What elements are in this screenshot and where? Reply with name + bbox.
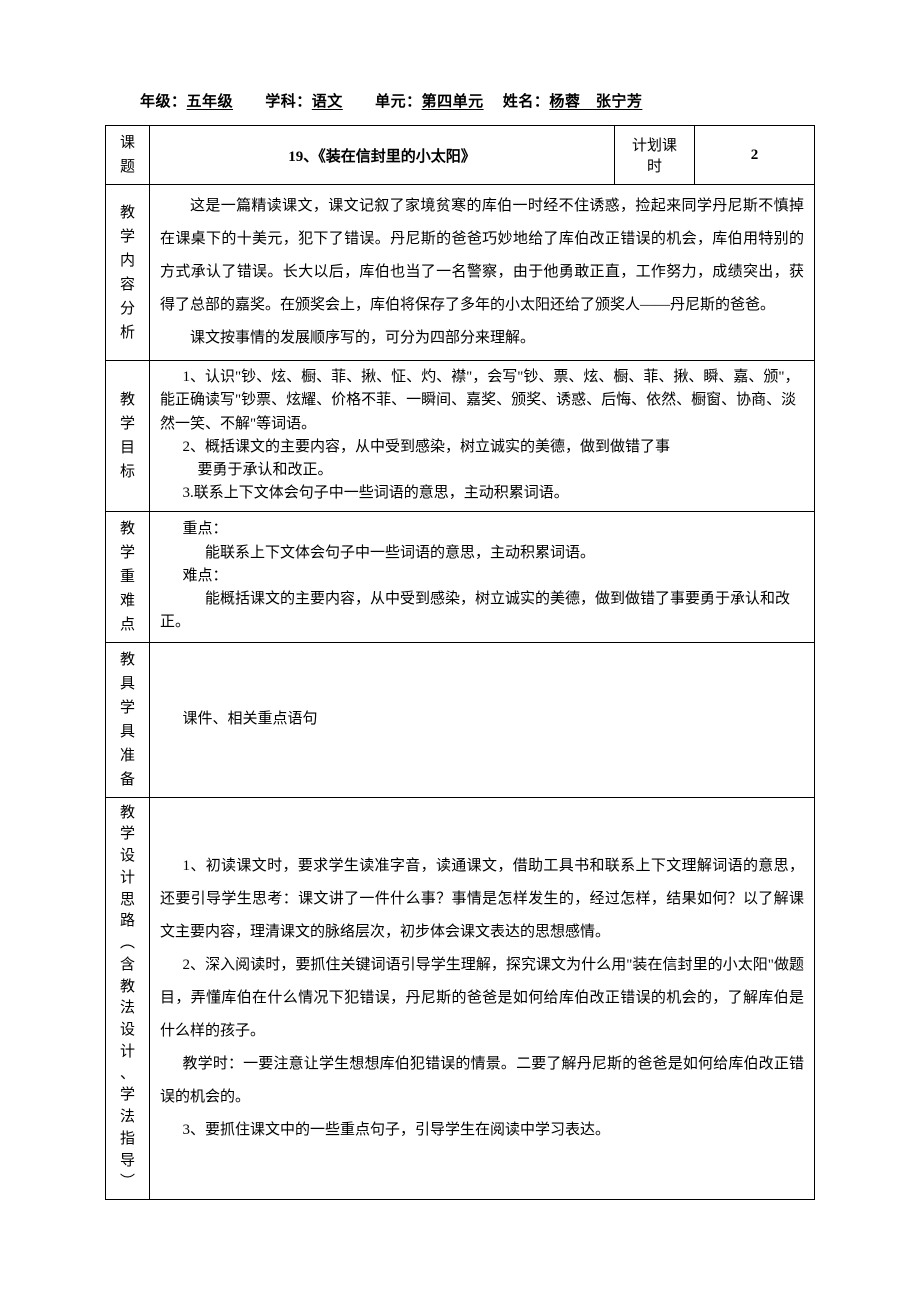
design-content: 1、初读课文时，要求学生读准字音，读通课文，借助工具书和联系上下文理解词语的意思… <box>150 797 815 1200</box>
table-row: 教 学 内 容 分 析 这是一篇精读课文，课文记叙了家境贫寒的库伯一时经不住诱惑… <box>106 185 815 361</box>
table-row: 教 学 重 难 点 重点： 能联系上下文体会句子中一些词语的意思，主动积累词语。… <box>106 511 815 642</box>
document-header: 年级：五年级 学科：语文 单元：第四单元 姓名：杨蓉 张宁芳 <box>105 90 815 111</box>
materials-label: 教具 学具 准备 <box>106 642 150 797</box>
design-label: 教 学 设 计 思 路 ︵ 含 教 法 设 计 、 学 法 指 导 ︶ <box>106 797 150 1200</box>
hours-label: 计划课时 <box>615 126 695 185</box>
name-value: 杨蓉 张宁芳 <box>549 94 642 110</box>
table-row: 课题 19、《装在信封里的小太阳》 计划课时 2 <box>106 126 815 185</box>
topic-value: 19、《装在信封里的小太阳》 <box>150 126 615 185</box>
subject-value: 语文 <box>312 94 343 110</box>
difficulties-label: 教 学 重 难 点 <box>106 511 150 642</box>
hours-value: 2 <box>695 126 815 185</box>
grade-label: 年级： <box>140 94 187 110</box>
table-row: 教具 学具 准备 课件、相关重点语句 <box>106 642 815 797</box>
goals-content: 1、认识"钞、炫、橱、菲、揪、怔、灼、襟"，会写"钞、票、炫、橱、菲、揪、瞬、嘉… <box>150 361 815 512</box>
unit-value: 第四单元 <box>422 94 484 110</box>
analysis-label: 教 学 内 容 分 析 <box>106 185 150 361</box>
grade-value: 五年级 <box>187 94 234 110</box>
unit-label: 单元： <box>375 94 422 110</box>
topic-label: 课题 <box>106 126 150 185</box>
lesson-plan-table: 课题 19、《装在信封里的小太阳》 计划课时 2 教 学 内 容 分 析 这是一… <box>105 125 815 1200</box>
analysis-content: 这是一篇精读课文，课文记叙了家境贫寒的库伯一时经不住诱惑，捡起来同学丹尼斯不慎掉… <box>150 185 815 361</box>
subject-label: 学科： <box>265 94 312 110</box>
difficulties-content: 重点： 能联系上下文体会句子中一些词语的意思，主动积累词语。 难点： 能概括课文… <box>150 511 815 642</box>
goals-label: 教 学 目 标 <box>106 361 150 512</box>
materials-content: 课件、相关重点语句 <box>150 642 815 797</box>
name-label: 姓名： <box>503 94 550 110</box>
table-row: 教 学 目 标 1、认识"钞、炫、橱、菲、揪、怔、灼、襟"，会写"钞、票、炫、橱… <box>106 361 815 512</box>
table-row: 教 学 设 计 思 路 ︵ 含 教 法 设 计 、 学 法 指 导 ︶ 1、初读… <box>106 797 815 1200</box>
